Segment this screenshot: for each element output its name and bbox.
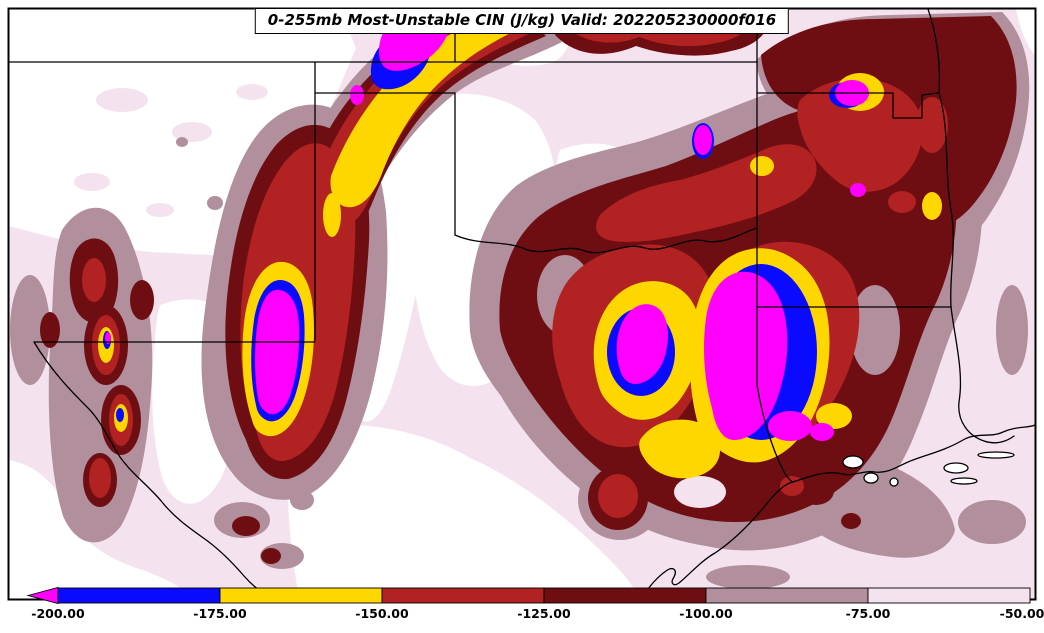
colorbar-segment-pink (867, 587, 1031, 604)
colorbar-segment-maroon (543, 587, 707, 604)
colorbar-tick-label: -100.00 (679, 606, 733, 621)
colorbar-tick-label: -200.00 (31, 606, 85, 621)
colorbar-segment-red (381, 587, 545, 604)
colorbar-segment-yellow (219, 587, 383, 604)
barrier-island (950, 477, 978, 485)
colorbar-tick-label: -75.00 (846, 606, 891, 621)
red-river (454, 227, 758, 254)
barrier-island (977, 451, 1015, 459)
colorbar-tick-label: -175.00 (193, 606, 247, 621)
border-mo-ar (756, 92, 939, 119)
coastal-lakes (842, 451, 1015, 487)
mississippi-river-lower (950, 306, 1015, 444)
map-title: 0-255mb Most-Unstable CIN (J/kg) Valid: … (254, 8, 790, 34)
mississippi-river (938, 92, 954, 308)
gulf-coastline (640, 424, 1035, 599)
colorbar-tick-label: -125.00 (517, 606, 571, 621)
state-boundaries (9, 9, 1035, 599)
mississippi-river-upper (927, 9, 941, 94)
colorbar-segment-blue (57, 587, 221, 604)
contour-fill-magenta (105, 9, 869, 441)
contour-pink-mottling (674, 476, 726, 508)
colorbar-segment-mauve (705, 587, 869, 604)
rio-grande (33, 341, 275, 599)
colorbar-tick-label: -150.00 (355, 606, 409, 621)
border-tx-east (756, 227, 794, 483)
colorbar-tick-label: -50.00 (1000, 606, 1044, 621)
colorbar: -200.00 -175.00 -150.00 -125.00 -100.00 … (26, 586, 1044, 621)
